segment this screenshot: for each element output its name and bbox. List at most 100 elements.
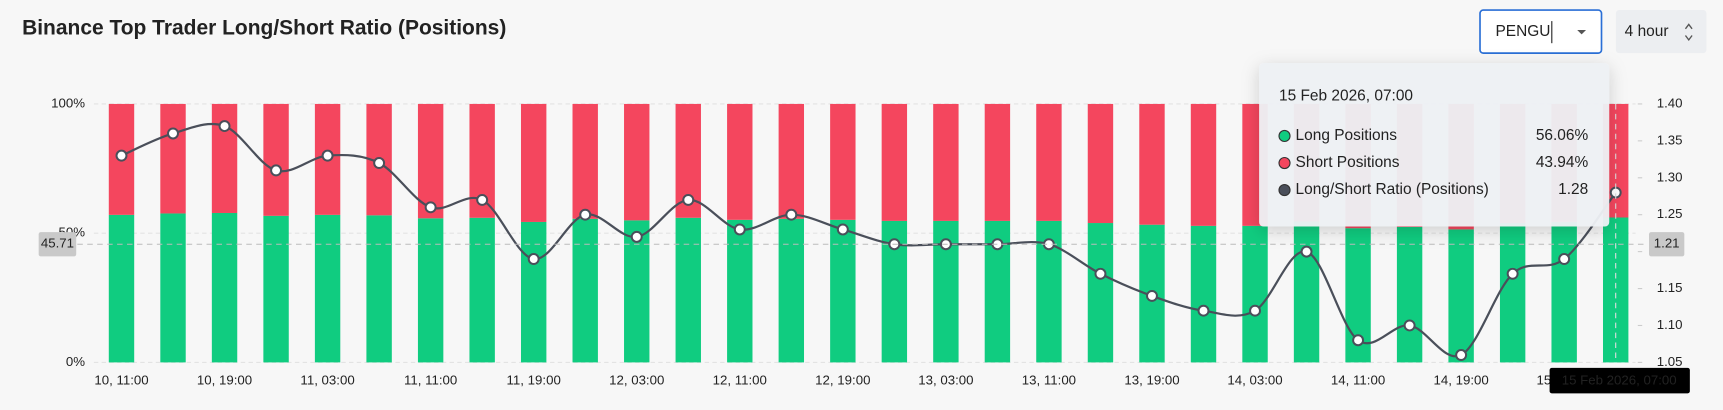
- ratio-point: [270, 164, 283, 177]
- tooltip-row-label: Long Positions: [1296, 127, 1398, 144]
- bar-segment: [1087, 223, 1114, 363]
- caret: [1577, 29, 1587, 35]
- x-tick-label: 11, 03:00: [300, 373, 354, 388]
- bar-segment: [933, 103, 959, 221]
- tooltip-row-label: Short Positions: [1296, 154, 1400, 171]
- bar-segment: [572, 103, 598, 219]
- ratio-point: [1506, 267, 1519, 280]
- ratio-point: [1300, 245, 1313, 258]
- select-box: [1615, 10, 1707, 54]
- ratio-point: [579, 208, 592, 221]
- ratio-point: [424, 201, 437, 214]
- ratio-point: [785, 208, 798, 221]
- y2-tick-label: 1.30: [1657, 169, 1683, 184]
- bar-segment: [314, 214, 341, 363]
- tooltip-swatch: [1278, 129, 1291, 143]
- y2-tick-label: 1.15: [1657, 280, 1683, 295]
- ratio-point: [527, 253, 540, 265]
- bar-segment: [1242, 225, 1268, 363]
- bar-segment: [1293, 221, 1320, 363]
- bar-segment: [263, 215, 289, 363]
- ratio-point: [1558, 253, 1571, 265]
- interval-select[interactable]: 4 hour: [1615, 10, 1707, 54]
- y2-tick-label: 1.35: [1657, 132, 1683, 147]
- caret: [1684, 23, 1693, 41]
- ratio-point: [476, 193, 489, 206]
- ratio-point: [733, 223, 746, 236]
- bar-segment: [1551, 221, 1577, 363]
- tooltip-swatch: [1278, 156, 1291, 170]
- crosshair-y2-label: 1.21: [1654, 236, 1680, 251]
- ratio-point: [167, 127, 179, 140]
- bar-segment: [984, 103, 1011, 221]
- ratio-point: [1352, 334, 1365, 347]
- page-title: Binance Top Trader Long/Short Ratio (Pos…: [22, 16, 506, 39]
- tooltip-row-value: 1.28: [1558, 181, 1588, 198]
- ratio-point: [1094, 267, 1107, 280]
- crosshair-x-label: 15 Feb 2026, 07:00: [1562, 373, 1677, 388]
- bar-segment: [520, 221, 547, 363]
- bar-segment: [881, 103, 908, 221]
- x-tick-label: 11, 11:00: [404, 373, 457, 388]
- x-tick-label: 14, 03:00: [1227, 373, 1282, 388]
- ratio-point: [630, 230, 643, 243]
- bar-segment: [830, 219, 856, 363]
- x-tick-label: 11, 19:00: [507, 373, 561, 388]
- x-tick-label: 10, 19:00: [197, 373, 252, 388]
- tooltip-title: 15 Feb 2026, 07:00: [1279, 87, 1413, 104]
- y2-tick-label: 1.40: [1657, 95, 1683, 110]
- bar-segment: [1087, 103, 1114, 224]
- bar-segment: [830, 103, 856, 220]
- bar-segment: [520, 103, 547, 222]
- crosshair-badge: [1648, 232, 1685, 257]
- ratio-point: [115, 149, 128, 162]
- tooltip-box: [1259, 63, 1610, 227]
- x-tick-label: 14, 11:00: [1331, 373, 1385, 388]
- bar-segment: [1036, 103, 1062, 221]
- bar-segment: [572, 218, 598, 363]
- bar-segment: [778, 218, 805, 363]
- crosshair-y-label: 45.71: [41, 236, 74, 251]
- ratio-point: [218, 120, 231, 133]
- bar-segment: [1139, 103, 1165, 225]
- tooltip-row-label: Long/Short Ratio (Positions): [1296, 181, 1489, 198]
- x-tick-label: 13, 19:00: [1124, 373, 1179, 388]
- x-tick-label: 10, 11:00: [94, 373, 148, 388]
- bar-segment: [1190, 103, 1217, 226]
- bar-segment: [675, 217, 701, 363]
- x-tick-label: 12, 19:00: [815, 373, 870, 388]
- bar-segment: [1396, 227, 1423, 363]
- bar-segment: [778, 103, 805, 219]
- bar-segment: [1602, 217, 1629, 363]
- tooltip: 15 Feb 2026, 07:00 Long Positions 56.06% Sh…: [1259, 63, 1610, 227]
- bar-segment: [1448, 229, 1474, 363]
- ratio-point: [373, 157, 386, 169]
- bar-segment: [417, 103, 444, 219]
- symbol-select[interactable]: PENGU: [1479, 9, 1603, 54]
- tooltip-row-value: 43.94%: [1536, 154, 1589, 171]
- bar-segment: [366, 215, 392, 363]
- select-box: [1479, 9, 1603, 54]
- select-value: PENGU: [1495, 23, 1550, 40]
- crosshair-x-badge: [1549, 367, 1690, 394]
- bar-segment: [160, 103, 186, 214]
- x-tick-label: 13, 11:00: [1022, 373, 1076, 388]
- bar-segment: [1190, 225, 1217, 363]
- bar-segment: [417, 218, 444, 363]
- bar-segment: [1499, 223, 1526, 363]
- select-value: 4 hour: [1625, 23, 1669, 40]
- x-tick-label: 14, 19:00: [1433, 373, 1488, 388]
- tooltip-row-value: 56.06%: [1536, 127, 1589, 144]
- x-tick-label: 12, 03:00: [609, 373, 664, 388]
- ratio-point: [1197, 304, 1210, 317]
- ratio-point: [1249, 304, 1261, 317]
- ratio-point: [1455, 349, 1468, 361]
- bar-segment: [211, 212, 238, 363]
- ratio-point: [836, 223, 849, 236]
- bar-segment: [160, 213, 186, 363]
- ratio-point: [321, 149, 334, 162]
- x-tick-label: 12, 11:00: [713, 373, 767, 388]
